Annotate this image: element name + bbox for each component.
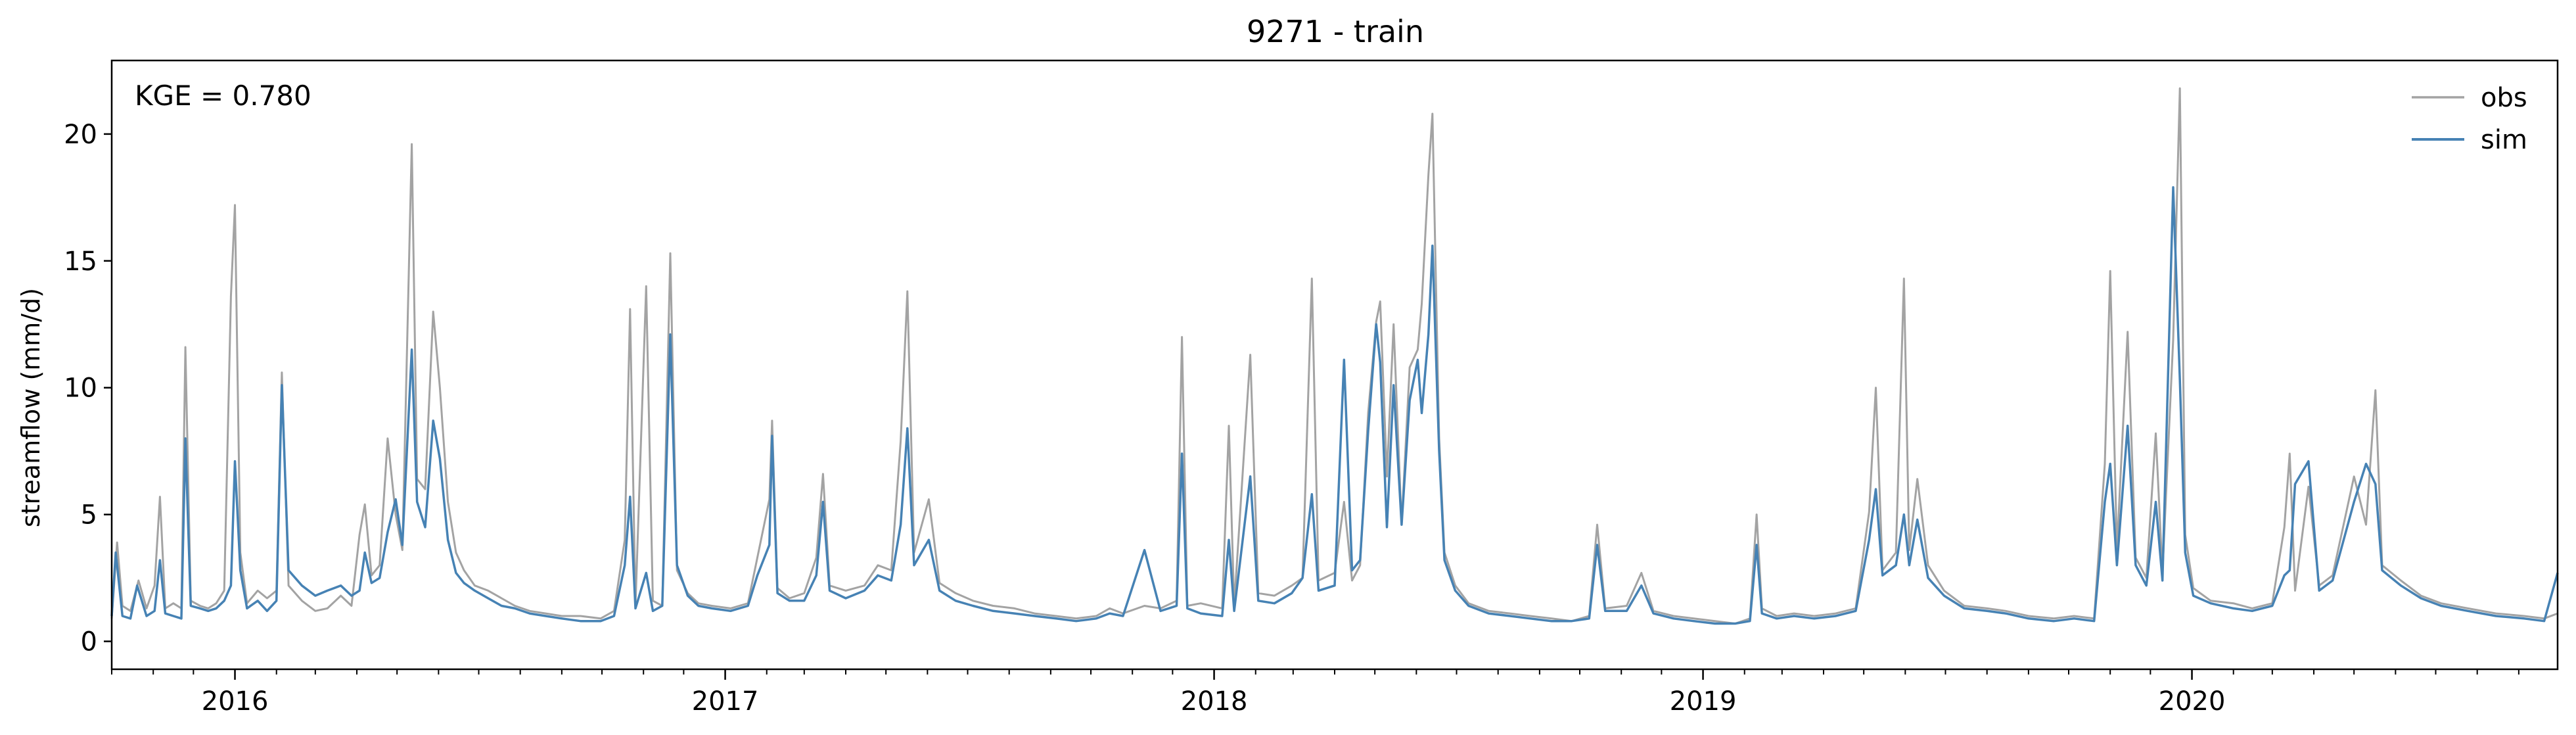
plot-frame: [110, 59, 2559, 671]
x-tick-label: 2019: [1670, 686, 1737, 717]
x-tick-label: 2016: [202, 686, 269, 717]
y-tick-label: 15: [64, 247, 97, 277]
y-tick-label: 0: [81, 627, 97, 657]
x-tick-label: 2017: [692, 686, 759, 717]
y-tick-label: 10: [64, 373, 97, 404]
x-tick-label: 2020: [2159, 686, 2226, 717]
x-axis-ticks: 2016 2017 2018 2019 2020: [111, 669, 2519, 717]
y-tick-label: 5: [81, 500, 97, 531]
kge-annotation: KGE = 0.780: [135, 80, 311, 112]
y-axis-label: streamflow (mm/d): [16, 288, 45, 527]
legend-label-sim: sim: [2481, 125, 2527, 155]
legend-label-obs: obs: [2481, 83, 2527, 113]
y-axis-ticks: 0 5 10 15 20: [64, 120, 112, 657]
series-line-sim: [110, 186, 2559, 625]
chart-title: 9271 - train: [1247, 14, 1424, 49]
series-layer: [110, 87, 2559, 625]
x-tick-label: 2018: [1181, 686, 1248, 717]
y-tick-label: 20: [64, 120, 97, 150]
legend: obs sim: [2412, 83, 2527, 155]
